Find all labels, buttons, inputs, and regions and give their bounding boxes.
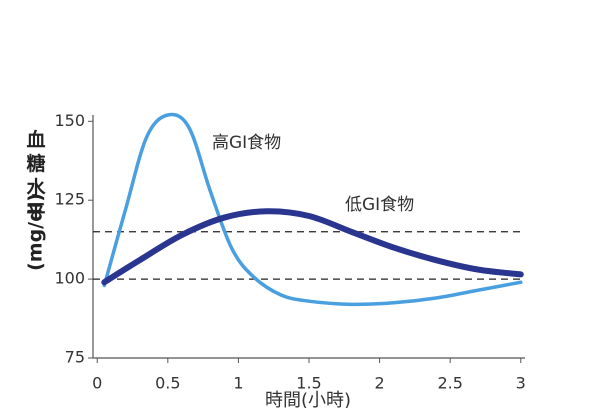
series-label: 高GI食物 <box>212 133 281 153</box>
x-tick-label: 1 <box>233 374 243 393</box>
y-tick-label: 75 <box>65 348 85 367</box>
y-tick-label: 150 <box>54 111 85 130</box>
x-tick-label: 2.5 <box>437 374 462 393</box>
y-axis-unit: (mg/dl) <box>25 193 47 271</box>
data-line <box>102 112 523 307</box>
y-tick-label: 100 <box>54 269 85 288</box>
series-label: 低GI食物 <box>345 195 414 215</box>
y-axis-label: 血糖水平 <box>26 128 46 223</box>
x-tick-label: 0 <box>92 374 102 393</box>
x-tick-label: 0.5 <box>155 374 180 393</box>
y-tick-label: 125 <box>54 190 85 209</box>
x-tick-label: 2 <box>374 374 384 393</box>
x-tick-label: 1.5 <box>296 374 321 393</box>
data-line <box>101 208 524 286</box>
x-axis-label: 時間(小時) <box>265 390 351 408</box>
x-tick-label: 3 <box>516 374 526 393</box>
